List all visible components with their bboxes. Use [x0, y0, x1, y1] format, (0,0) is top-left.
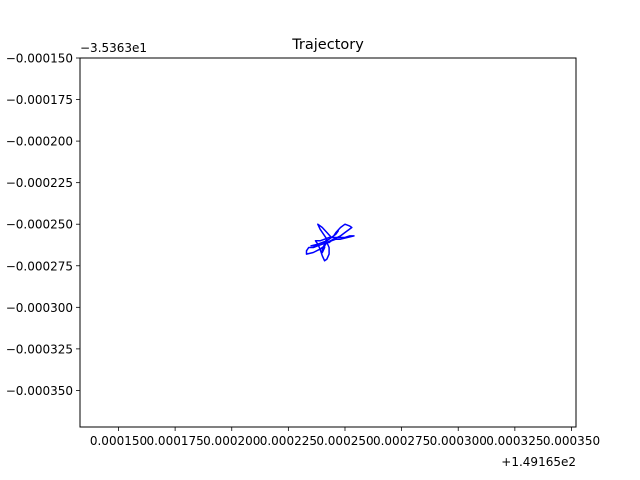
- y-tick-label: −0.000350: [6, 384, 73, 398]
- x-tick-label: 0.000200: [203, 434, 260, 448]
- y-tick-label: −0.000300: [6, 301, 73, 315]
- x-tick-label: 0.000225: [260, 434, 317, 448]
- x-tick-label: 0.000325: [486, 434, 543, 448]
- y-tick-label: −0.000325: [6, 342, 73, 356]
- x-tick-label: 0.000150: [90, 434, 147, 448]
- y-tick-label: −0.000250: [6, 218, 73, 232]
- trajectory-line-0: [305, 223, 355, 262]
- x-offset-label: +1.49165e2: [501, 455, 576, 469]
- y-tick-label: −0.000200: [6, 135, 73, 149]
- y-tick-label: −0.000150: [6, 52, 73, 66]
- y-tick-label: −0.000175: [6, 93, 73, 107]
- x-tick-label: 0.000300: [430, 434, 487, 448]
- series-layer: [305, 223, 355, 262]
- y-offset-label: −3.5363e1: [80, 41, 147, 55]
- chart-title: Trajectory: [291, 37, 364, 53]
- x-tick-label: 0.000250: [316, 434, 373, 448]
- x-axis-ticks: 0.000150 0.000175 0.000200 0.000225 0.000250…: [90, 427, 600, 448]
- x-tick-label: 0.000175: [146, 434, 203, 448]
- x-tick-label: 0.000275: [373, 434, 430, 448]
- y-tick-label: −0.000225: [6, 176, 73, 190]
- x-tick-label: 0.000350: [543, 434, 600, 448]
- y-tick-label: −0.000275: [6, 259, 73, 273]
- axes-frame: [79, 57, 577, 428]
- y-axis-ticks: −0.000150 −0.000175 −0.000200 −0.000225 −0.0…: [6, 52, 80, 398]
